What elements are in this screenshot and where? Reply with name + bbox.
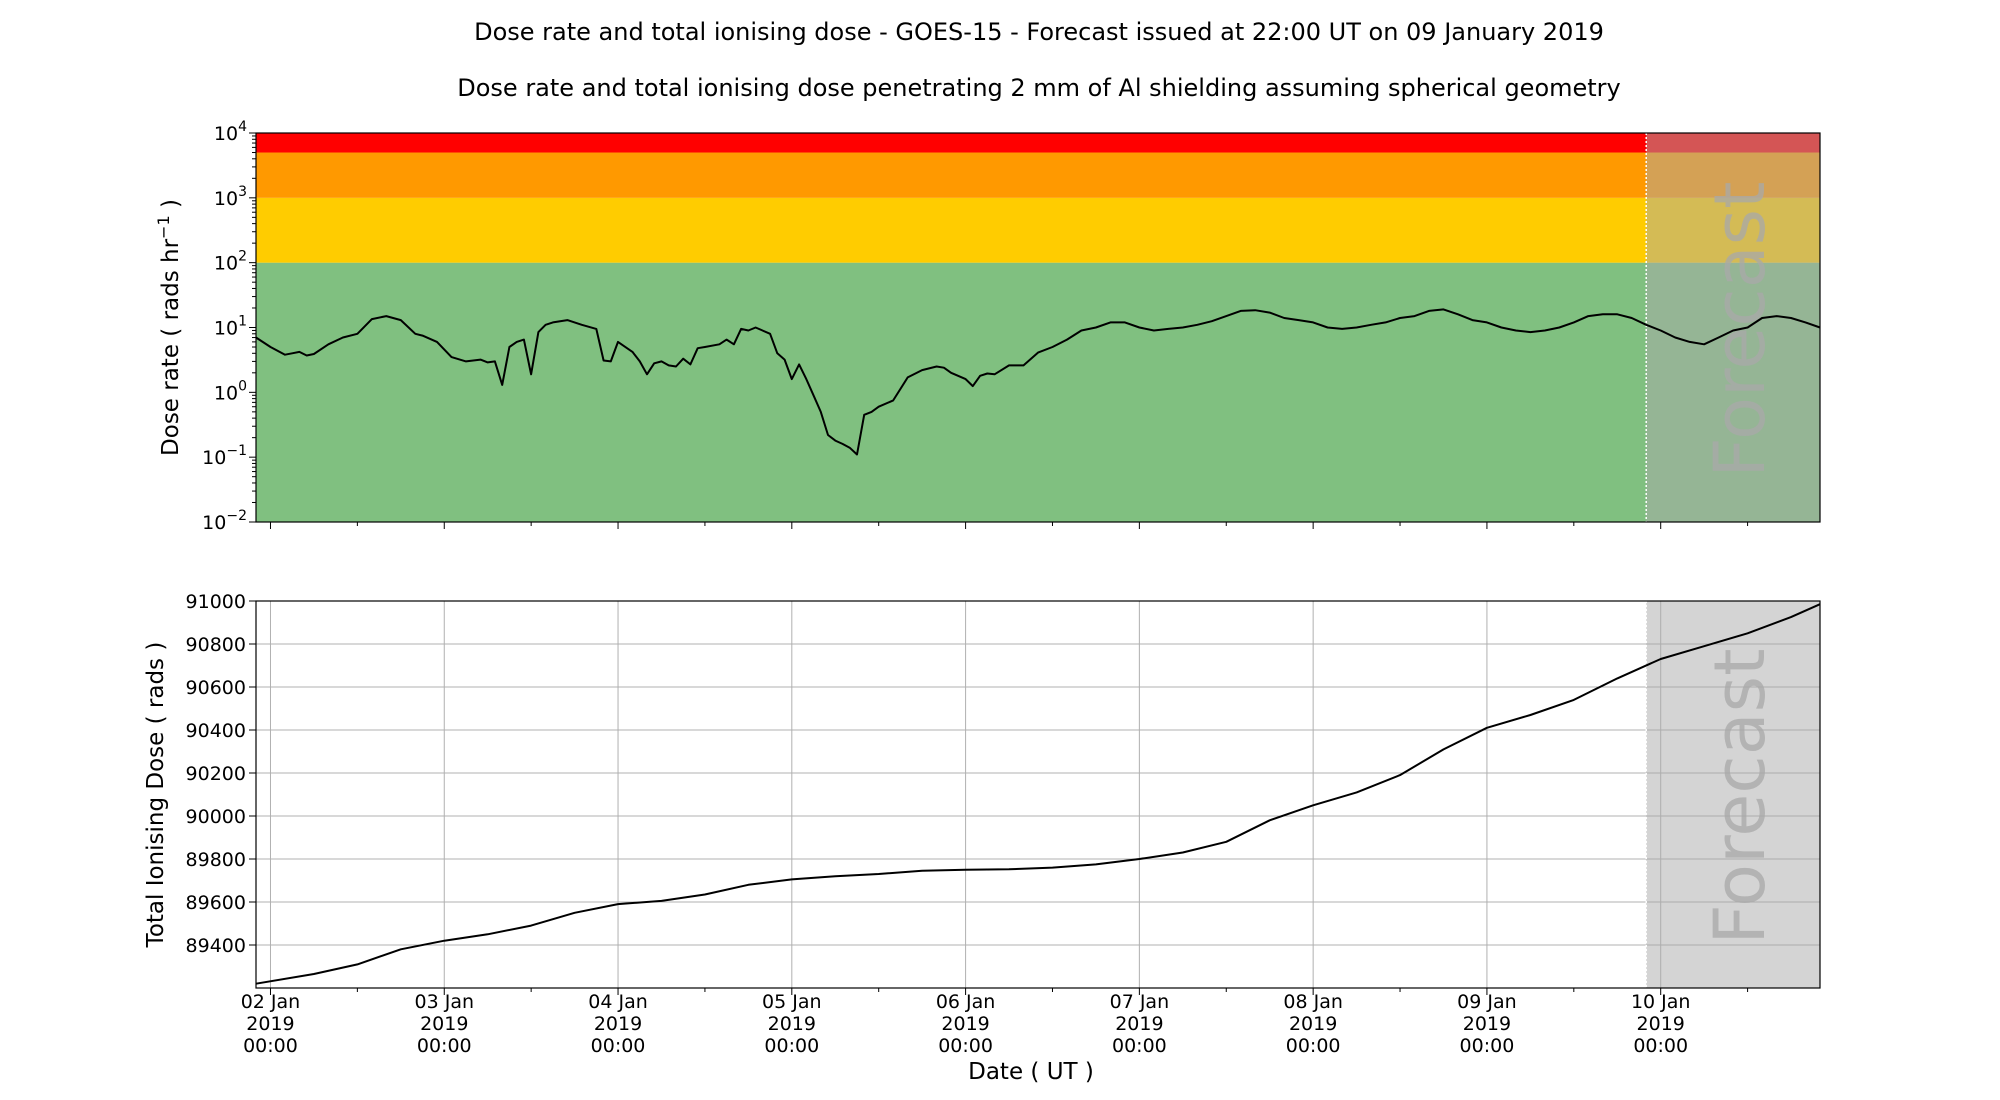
x-tick-label: 00:00 <box>1286 1035 1341 1057</box>
y-tick-label: 90200 <box>186 763 246 785</box>
y-tick-label: 101 <box>214 314 247 340</box>
y-tick-label: 90400 <box>186 720 246 742</box>
y-tick-label: 10−1 <box>202 443 247 469</box>
y-tick-label: 90000 <box>186 806 246 828</box>
y-tick-label: 100 <box>214 378 247 404</box>
y-tick-label: 10−2 <box>202 508 247 534</box>
figure-subtitle: Dose rate and total ionising dose penetr… <box>457 74 1621 102</box>
y-tick-exponent: 0 <box>238 378 247 394</box>
y-axis-label-end: ) <box>158 199 184 215</box>
y-axis-label: Total Ionising Dose ( rads ) <box>143 642 169 949</box>
x-tick-label: 2019 <box>941 1013 989 1035</box>
x-tick-label: 10 Jan <box>1631 991 1691 1013</box>
x-tick-label: 09 Jan <box>1457 991 1517 1013</box>
x-tick-label: 03 Jan <box>415 991 475 1013</box>
x-tick-label: 04 Jan <box>588 991 648 1013</box>
y-tick-exponent: 2 <box>238 249 247 265</box>
x-tick-label: 02 Jan <box>241 991 301 1013</box>
y-axis-label-exponent: −1 <box>154 215 173 239</box>
risk-band-2 <box>256 152 1820 198</box>
y-tick-label: 104 <box>214 119 247 145</box>
forecast-region <box>1646 601 1820 988</box>
x-tick-label: 2019 <box>1115 1013 1163 1035</box>
total-dose-chart: Forecast 89400 89600 89800 90000 90200 90400 90… <box>143 591 1821 1057</box>
x-tick-label: 2019 <box>1637 1013 1685 1035</box>
x-tick-label: 2019 <box>420 1013 468 1035</box>
forecast-region <box>1646 133 1820 522</box>
x-tick-label: 2019 <box>1463 1013 1511 1035</box>
y-tick-label: 102 <box>214 249 247 275</box>
x-tick-label: 00:00 <box>1633 1035 1688 1057</box>
x-tick-label: 00:00 <box>417 1035 472 1057</box>
x-axis-label: Date ( UT ) <box>968 1059 1094 1085</box>
risk-band-1 <box>256 197 1820 263</box>
y-axis-label: Dose rate ( rads hr−1 ) <box>154 199 184 456</box>
x-tick-label: 00:00 <box>1460 1035 1515 1057</box>
y-tick-label: 90800 <box>186 634 246 656</box>
x-tick-label: 00:00 <box>243 1035 298 1057</box>
y-tick-label: 89600 <box>186 892 246 914</box>
risk-band-0 <box>256 262 1820 522</box>
y-tick-exponent: 1 <box>238 314 247 330</box>
x-tick-label: 07 Jan <box>1110 991 1170 1013</box>
forecast-label: Forecast <box>1699 181 1781 477</box>
x-tick-label: 2019 <box>246 1013 294 1035</box>
y-tick-label: 89800 <box>186 849 246 871</box>
x-tick-label: 08 Jan <box>1283 991 1343 1013</box>
y-tick-exponent: 4 <box>238 119 247 135</box>
x-tick-label: 00:00 <box>764 1035 819 1057</box>
series-line <box>255 603 1821 985</box>
x-tick-label: 00:00 <box>591 1035 646 1057</box>
forecast-label: Forecast <box>1699 648 1781 944</box>
y-tick-exponent: −2 <box>226 508 247 524</box>
y-tick-exponent: 3 <box>238 184 247 200</box>
y-tick-label: 89400 <box>186 935 246 957</box>
x-tick-label: 00:00 <box>938 1035 993 1057</box>
x-tick-label: 2019 <box>594 1013 642 1035</box>
x-tick-label: 2019 <box>1289 1013 1337 1035</box>
y-tick-label: 91000 <box>186 591 246 613</box>
x-tick-label: 00:00 <box>1112 1035 1167 1057</box>
x-tick-label: 05 Jan <box>762 991 822 1013</box>
y-tick-label: 90600 <box>186 677 246 699</box>
y-tick-exponent: −1 <box>226 443 247 459</box>
series-line <box>255 308 1821 456</box>
figure-title: Dose rate and total ionising dose - GOES… <box>474 18 1604 46</box>
x-tick-label: 06 Jan <box>936 991 996 1013</box>
plot-frame <box>255 600 1821 989</box>
x-tick-label: 2019 <box>768 1013 816 1035</box>
y-tick-label: 103 <box>214 184 247 210</box>
risk-band-3 <box>256 133 1820 153</box>
